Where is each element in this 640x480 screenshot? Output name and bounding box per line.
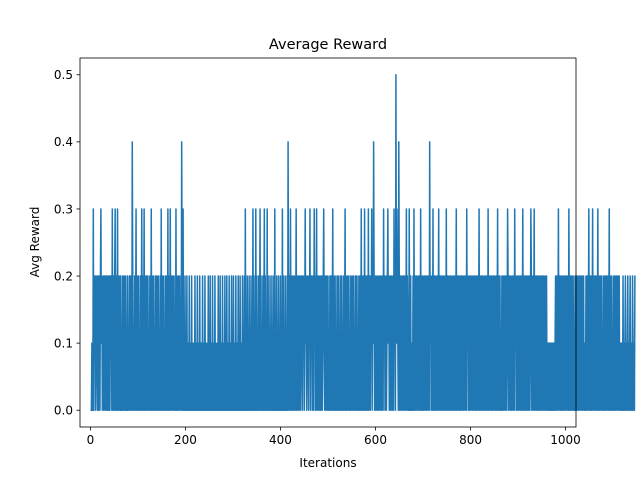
axes-frame xyxy=(79,57,577,428)
y-tick-label: 0.3 xyxy=(54,202,73,216)
x-axis-label: Iterations xyxy=(299,456,356,470)
y-axis: 0.0 0.1 0.2 0.3 0.4 0.5 xyxy=(54,68,80,418)
x-tick-label: 200 xyxy=(174,433,197,447)
y-tick-label: 0.4 xyxy=(54,135,73,149)
x-tick-label: 600 xyxy=(364,433,387,447)
y-tick-label: 0.0 xyxy=(54,404,73,418)
x-tick-label: 800 xyxy=(459,433,482,447)
x-tick-label: 1000 xyxy=(550,433,581,447)
y-tick-label: 0.2 xyxy=(54,269,73,283)
series-line-avg-reward xyxy=(90,74,636,411)
chart-title: Average Reward xyxy=(269,37,387,53)
plot-area xyxy=(90,74,636,411)
x-tick-label: 0 xyxy=(87,433,95,447)
y-tick-label: 0.1 xyxy=(54,336,73,350)
y-axis-label: Avg Reward xyxy=(28,207,42,278)
y-tick-label: 0.5 xyxy=(54,68,73,82)
x-axis: 0 200 400 600 800 1000 xyxy=(87,427,581,447)
x-tick-label: 400 xyxy=(269,433,292,447)
